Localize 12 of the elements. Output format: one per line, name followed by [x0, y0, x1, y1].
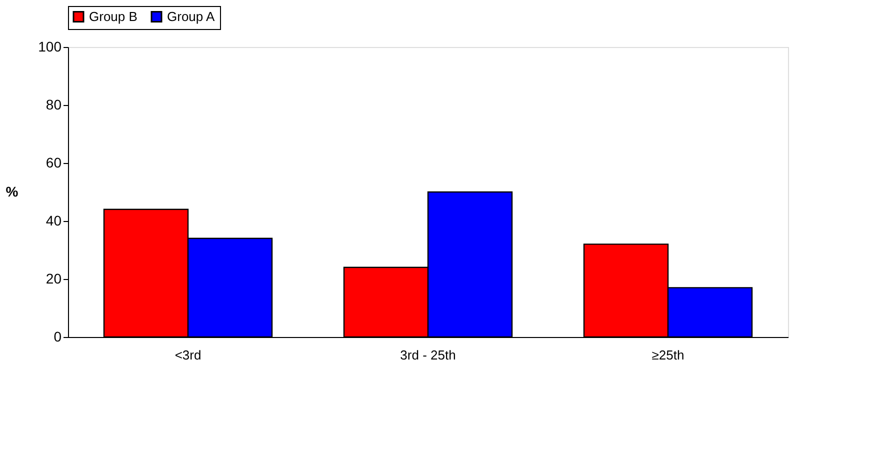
y-tick-label: 100 — [38, 38, 62, 54]
y-axis-title: % — [6, 184, 19, 200]
y-tick-label: 40 — [46, 212, 62, 228]
x-tick-label: ≥25th — [652, 348, 684, 362]
y-tick-label: 20 — [46, 270, 62, 286]
legend-label: Group B — [89, 8, 138, 24]
y-tick-label: 60 — [46, 154, 62, 170]
legend-label: Group A — [167, 8, 216, 24]
y-tick-label: 80 — [46, 96, 62, 112]
x-tick-label: 3rd - 25th — [400, 348, 456, 362]
y-tick-label: 0 — [54, 328, 62, 344]
x-tick-label: <3rd — [174, 348, 202, 362]
